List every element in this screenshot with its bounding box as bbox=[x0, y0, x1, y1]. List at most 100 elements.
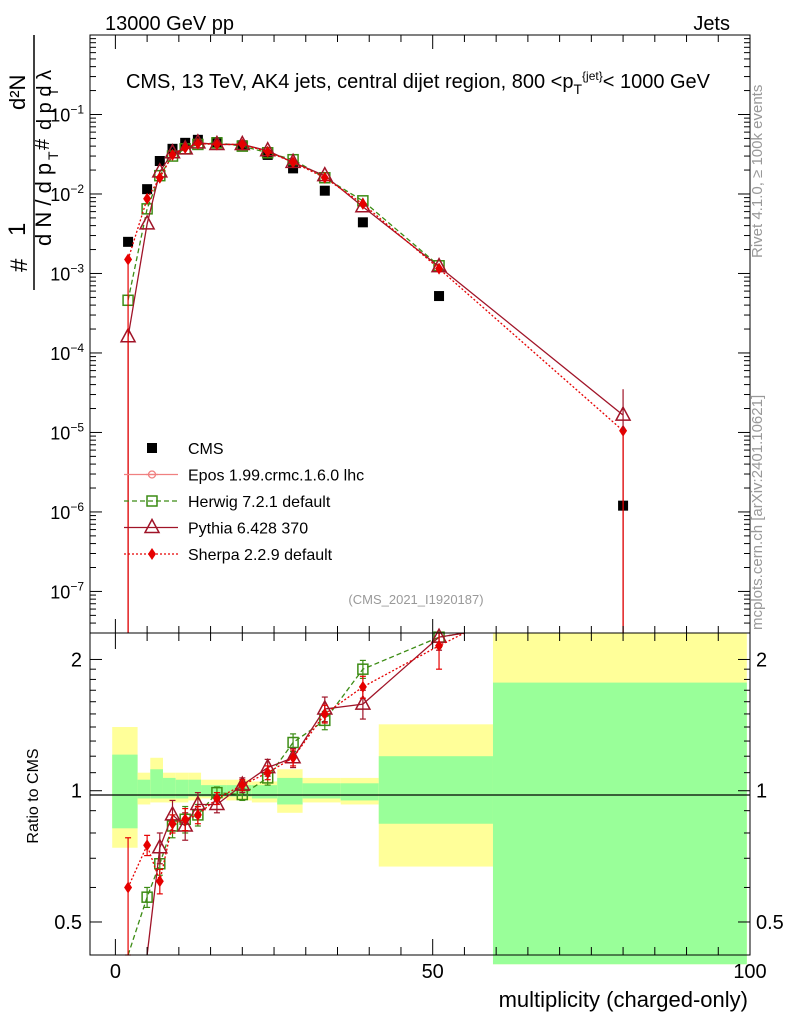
tick-exp: −7 bbox=[70, 579, 84, 593]
uncertainty-band-inner bbox=[112, 754, 138, 829]
ratio-panel: 0.5 0.5 1 1 2 2 0 50 100 Ratio to CMS multiplici… bbox=[25, 627, 784, 1012]
x-tick-label: 0 bbox=[110, 961, 121, 983]
mcplots-label: mcplots.cern.ch [arXiv:2401.10621] bbox=[749, 395, 766, 630]
uncertainty-band-inner bbox=[492, 682, 747, 965]
sherpa-ratio-point bbox=[263, 766, 272, 779]
x-tick-label: 100 bbox=[733, 961, 766, 983]
sherpa-ratio-point bbox=[168, 817, 177, 830]
pythia-ratio-point bbox=[151, 838, 169, 854]
y-tick-label: 10−3 bbox=[50, 261, 84, 284]
uncertainty-band-inner bbox=[251, 785, 278, 799]
legend-marker bbox=[148, 548, 156, 560]
herwig-ratio-line bbox=[127, 632, 465, 956]
ratio-y-axis-label: Ratio to CMS bbox=[25, 748, 42, 843]
sherpa-point bbox=[263, 145, 272, 158]
tick-base: 10 bbox=[50, 503, 70, 523]
cms-point bbox=[154, 155, 165, 166]
legend-label: Epos 1.99.crmc.1.6.0 lhc bbox=[188, 468, 364, 485]
sherpa-point bbox=[212, 138, 221, 151]
herwig-line bbox=[127, 142, 440, 301]
sherpa-ratio-point bbox=[435, 639, 444, 652]
tick-base: 10 bbox=[50, 582, 70, 602]
ratio-frame bbox=[89, 632, 751, 956]
ratio-y-tick-label-right: 1 bbox=[756, 781, 767, 803]
sherpa-point bbox=[320, 171, 329, 184]
cms-point bbox=[434, 291, 445, 302]
ylabel-dpt-sub: T bbox=[46, 88, 61, 96]
tick-exp: −6 bbox=[70, 500, 84, 514]
legend-label: CMS bbox=[188, 441, 224, 458]
uncertainty-band-inner bbox=[302, 783, 341, 799]
ylabel-hash: # bbox=[32, 138, 54, 150]
uncertainty-band-inner bbox=[340, 783, 379, 801]
x-tick-label: 50 bbox=[422, 961, 444, 983]
sherpa-ratio-point bbox=[358, 680, 367, 693]
cms-point bbox=[319, 185, 330, 196]
pythia-point bbox=[354, 197, 372, 213]
tick-exp: −4 bbox=[70, 341, 84, 355]
sherpa-ratio-point bbox=[212, 792, 221, 805]
sherpa-point bbox=[358, 197, 367, 210]
title-part-1: CMS, 13 TeV, AK4 jets, central dijet reg… bbox=[126, 71, 574, 93]
sherpa-point bbox=[155, 171, 164, 184]
y-tick-label: 10−1 bbox=[50, 102, 84, 125]
sherpa-point bbox=[168, 148, 177, 161]
y-tick-label: 10−4 bbox=[50, 341, 84, 364]
title-superscript: {jet} bbox=[582, 69, 603, 83]
tick-exp: −1 bbox=[70, 102, 84, 116]
legend-marker bbox=[147, 443, 157, 453]
sherpa-line bbox=[127, 142, 624, 432]
uncertainty-band-inner bbox=[201, 785, 227, 797]
cms-point bbox=[167, 143, 178, 154]
y-tick-label: 10−5 bbox=[50, 420, 84, 443]
x-axis-label: multiplicity (charged-only) bbox=[499, 987, 748, 1012]
pythia-ratio-point bbox=[208, 794, 226, 811]
main-title: CMS, 13 TeV, AK4 jets, central dijet reg… bbox=[126, 69, 711, 97]
ratio-marks bbox=[124, 627, 465, 956]
pythia-point bbox=[138, 214, 156, 230]
ylabel-text: # bbox=[6, 258, 33, 272]
main-y-axis-label: # 1 d N / d p T d²N d p d λ T # bbox=[4, 35, 61, 290]
rivet-label: Rivet 4.1.0, ≥ 100k events bbox=[749, 85, 766, 258]
sherpa-point bbox=[435, 262, 444, 275]
sherpa-ratio-point bbox=[320, 707, 329, 720]
legend-label: Herwig 7.2.1 default bbox=[188, 494, 331, 511]
tick-base: 10 bbox=[50, 423, 70, 443]
sherpa-ratio-point bbox=[143, 839, 152, 852]
tick-base: 10 bbox=[50, 185, 70, 205]
uncertainty-band-inner bbox=[378, 756, 493, 824]
y-tick-label: 10−6 bbox=[50, 500, 84, 523]
y-tick-label: 10−7 bbox=[50, 579, 84, 602]
uncertainty-band-inner bbox=[188, 779, 202, 797]
main-axes: 10−710−610−510−410−310−210−1 bbox=[50, 35, 751, 634]
title-part-2: < 1000 GeV bbox=[603, 71, 711, 93]
main-panel: 10−710−610−510−410−310−210−1 CMS, 13 TeV… bbox=[4, 34, 751, 634]
sherpa-point bbox=[238, 138, 247, 151]
legend-label: Pythia 6.428 370 bbox=[188, 521, 308, 538]
ylabel-d2n: d²N bbox=[5, 75, 30, 110]
cms-point bbox=[142, 184, 153, 195]
uncertainty-band-inner bbox=[137, 779, 151, 799]
legend-marker bbox=[143, 517, 161, 534]
ylabel-dn-dpt: d N / d p bbox=[31, 163, 56, 246]
legend-marker bbox=[146, 495, 158, 507]
cms-point bbox=[123, 236, 134, 247]
title-subscript: T bbox=[573, 81, 582, 97]
sherpa-point bbox=[143, 192, 152, 205]
analysis-id: (CMS_2021_I1920187) bbox=[348, 592, 483, 607]
tick-exp: −2 bbox=[70, 182, 84, 196]
sherpa-ratio-line bbox=[127, 632, 465, 888]
tick-exp: −5 bbox=[70, 420, 84, 434]
sherpa-ratio-point bbox=[155, 875, 164, 888]
main-frame bbox=[89, 34, 751, 634]
uncertainty-band-inner bbox=[150, 769, 163, 799]
ylabel-frac-one: 1 bbox=[4, 223, 31, 236]
herwig-ratio-point bbox=[357, 663, 369, 675]
sherpa-ratio-point bbox=[124, 881, 133, 894]
sherpa-point bbox=[181, 141, 190, 154]
sherpa-point bbox=[289, 156, 298, 169]
cms-point bbox=[288, 163, 299, 174]
ratio-y-tick-label: 0.5 bbox=[54, 912, 82, 934]
ratio-y-tick-label: 2 bbox=[71, 649, 82, 671]
